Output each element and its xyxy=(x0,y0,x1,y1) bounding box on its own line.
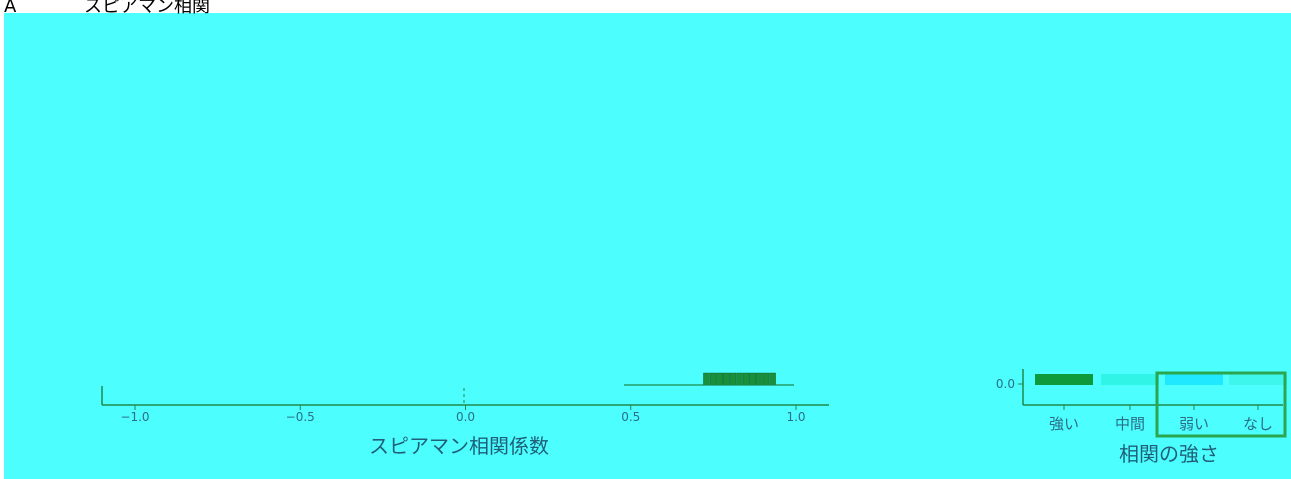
histogram-bar xyxy=(703,372,710,386)
x-tick-label: −1.0 xyxy=(120,410,149,424)
strength-category-labels: 強い 中間 弱い なし xyxy=(1049,405,1273,433)
panel-label: A xyxy=(4,0,17,14)
chart-canvas: −1.0 −0.5 0.0 0.5 1.0 スピアマン相関係数 0.0 強い 中間 弱い なし… xyxy=(101,369,1287,466)
x-tick-label: −0.5 xyxy=(286,410,315,424)
strength-bar-chart: 0.0 強い 中間 弱い なし 相関の強さ xyxy=(996,369,1287,466)
strength-category-label: 強い xyxy=(1049,415,1079,433)
highlight-box xyxy=(1155,371,1287,438)
histogram-bar xyxy=(756,372,763,386)
x-axis-title: スピアマン相関係数 xyxy=(369,434,549,458)
x-tick-label: 0.0 xyxy=(456,410,475,424)
strength-x-axis-title: 相関の強さ xyxy=(1119,442,1219,466)
strength-bar-0 xyxy=(1035,374,1093,385)
x-axis-ticks: −1.0 −0.5 0.0 0.5 1.0 xyxy=(120,405,806,424)
strength-category-label: なし xyxy=(1243,415,1273,433)
histogram-bar xyxy=(709,372,717,386)
figure-panel: A スピアマン相関 −1.0 −0.5 0.0 0.5 1.0 スピアマン相関係数 0.0… xyxy=(4,0,1291,479)
x-tick-label: 1.0 xyxy=(786,410,805,424)
strength-bar-1 xyxy=(1101,374,1159,385)
strength-category-label: 中間 xyxy=(1115,415,1145,433)
strength-bars xyxy=(1035,374,1287,385)
histogram-bar xyxy=(762,372,770,386)
histogram-bar xyxy=(723,372,730,386)
x-tick-label: 0.5 xyxy=(621,410,640,424)
histogram-bar xyxy=(729,372,737,386)
histogram-bar xyxy=(749,372,756,386)
panel-title-text: スピアマン相関 xyxy=(84,0,210,14)
histogram-bar xyxy=(769,372,776,386)
histogram-bar xyxy=(716,372,723,386)
histogram-bar xyxy=(736,372,743,386)
strength-category-label: 弱い xyxy=(1179,415,1209,433)
strength-bar-3 xyxy=(1229,374,1287,385)
strength-bar-2 xyxy=(1165,374,1223,385)
histogram-bar xyxy=(742,372,750,386)
histogram-bars xyxy=(703,372,776,386)
histogram-chart: −1.0 −0.5 0.0 0.5 1.0 スピアマン相関係数 xyxy=(101,372,829,458)
strength-y-tick-label: 0.0 xyxy=(996,377,1015,391)
panel-title: A スピアマン相関 xyxy=(4,0,210,14)
